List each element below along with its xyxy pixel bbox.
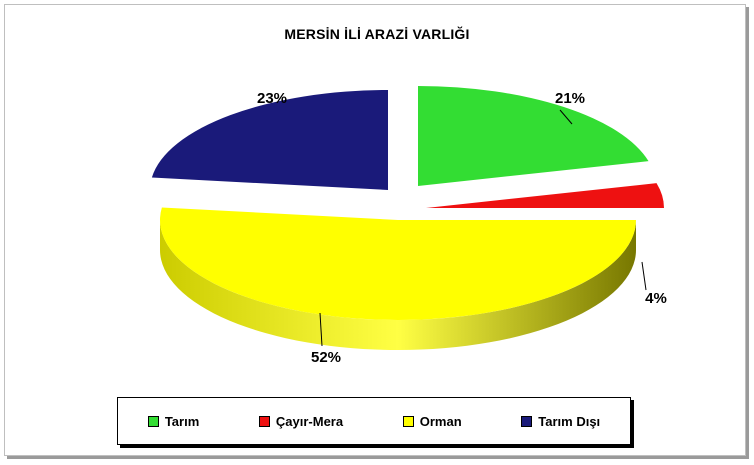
legend-swatch-cayir-mera bbox=[258, 415, 270, 427]
legend-label-tarim: Tarım bbox=[164, 413, 200, 429]
data-label-tarim: 21% bbox=[555, 90, 585, 107]
pie-slice-cayir-mera bbox=[426, 183, 664, 208]
legend-swatch-tarim-disi bbox=[521, 415, 533, 427]
pie-slice-tarim-disi bbox=[151, 90, 388, 190]
legend-label-tarim-disi: Tarım Dışı bbox=[538, 413, 601, 429]
pie-side-orman bbox=[160, 220, 636, 350]
legend-item-orman: Orman bbox=[402, 413, 462, 429]
pie-slice-orman bbox=[160, 207, 636, 320]
legend-item-cayir-mera: Çayır-Mera bbox=[258, 413, 344, 429]
legend-swatch-orman bbox=[402, 415, 414, 427]
pie-slice-tarim bbox=[418, 86, 649, 186]
legend-label-cayir-mera: Çayır-Mera bbox=[275, 413, 344, 429]
data-label-tarim-disi: 23% bbox=[257, 90, 287, 107]
legend-item-tarim: Tarım bbox=[147, 413, 200, 429]
leader-line-orman bbox=[319, 312, 323, 347]
legend-label-orman: Orman bbox=[419, 413, 462, 429]
data-label-cayir-mera: 4% bbox=[645, 290, 667, 307]
chart-title: MERSİN İLİ ARAZİ VARLIĞI bbox=[284, 26, 470, 42]
data-label-orman: 52% bbox=[311, 349, 341, 366]
legend-item-tarim-disi: Tarım Dışı bbox=[521, 414, 600, 429]
leader-line-cayir-mera bbox=[641, 261, 647, 291]
legend-swatch-tarim bbox=[147, 415, 159, 427]
legend: Tarım Çayır-Mera Orman Tarım Dışı bbox=[117, 397, 631, 445]
leader-line-tarim bbox=[559, 109, 573, 125]
